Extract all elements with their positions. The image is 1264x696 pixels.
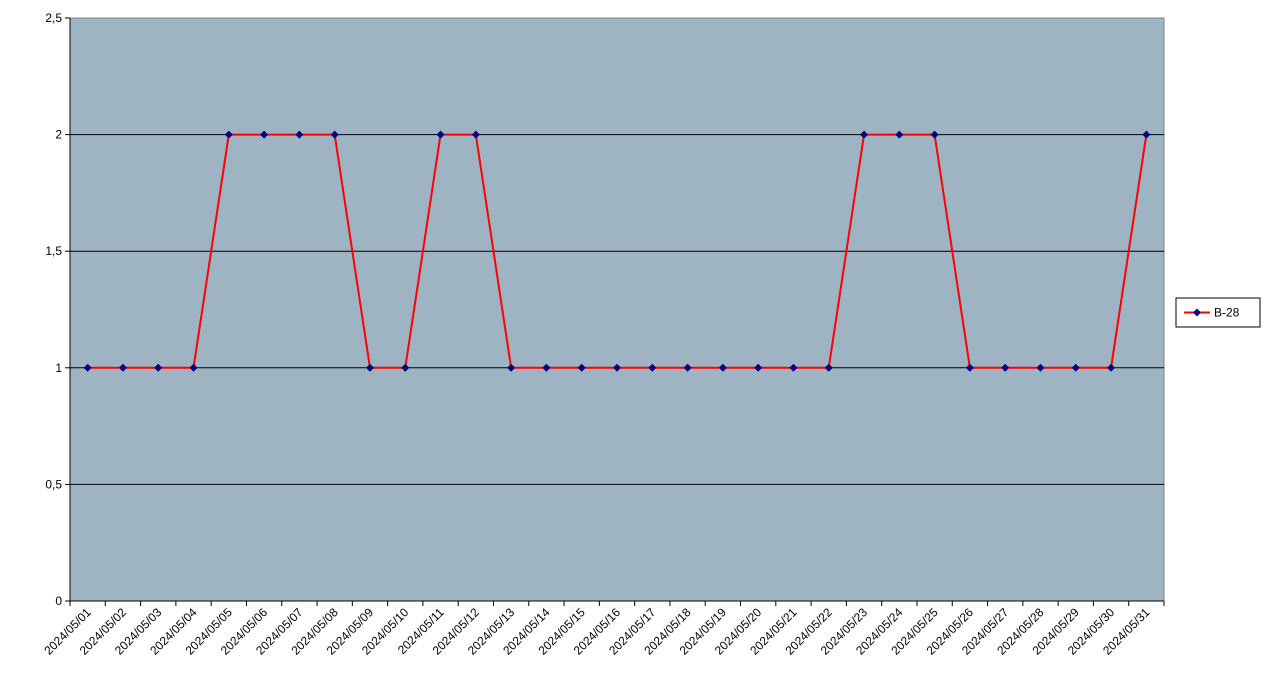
data-point-marker bbox=[154, 363, 163, 372]
plot-area bbox=[69, 17, 1165, 602]
data-point-marker bbox=[507, 363, 516, 372]
axes bbox=[69, 18, 1164, 602]
data-point-marker bbox=[330, 130, 339, 139]
data-point-marker bbox=[295, 130, 304, 139]
data-point-marker bbox=[471, 130, 480, 139]
data-point-marker bbox=[1071, 363, 1080, 372]
data-point-marker bbox=[436, 130, 445, 139]
data-point-marker bbox=[260, 130, 269, 139]
data-point-marker bbox=[224, 130, 233, 139]
data-point-marker bbox=[683, 363, 692, 372]
y-tick-label: 0,5 bbox=[45, 477, 62, 491]
y-tick-label: 1 bbox=[55, 361, 62, 375]
data-point-marker bbox=[118, 363, 127, 372]
data-point-marker bbox=[1142, 130, 1151, 139]
series-group bbox=[83, 130, 1151, 372]
data-point-marker bbox=[754, 363, 763, 372]
y-tick-label: 1,5 bbox=[45, 244, 62, 258]
data-point-marker bbox=[401, 363, 410, 372]
data-point-marker bbox=[365, 363, 374, 372]
data-point-marker bbox=[789, 363, 798, 372]
data-point-marker bbox=[542, 363, 551, 372]
data-point-marker bbox=[965, 363, 974, 372]
data-point-marker bbox=[577, 363, 586, 372]
data-point-marker bbox=[824, 363, 833, 372]
data-point-marker bbox=[613, 363, 621, 372]
data-point-marker bbox=[648, 363, 657, 372]
y-tick-label: 2,5 bbox=[45, 11, 62, 25]
data-point-marker bbox=[83, 363, 92, 372]
data-point-marker bbox=[895, 130, 904, 139]
x-axis-ticks: 2024/05/012024/05/022024/05/032024/05/04… bbox=[41, 601, 1165, 658]
data-point-marker bbox=[1036, 363, 1045, 372]
y-axis-ticks: 0 0,5 1 1,5 2 2,5 bbox=[45, 11, 70, 608]
y-tick-label: 2 bbox=[55, 128, 62, 142]
legend-label: B-28 bbox=[1214, 306, 1240, 320]
legend: B-28 bbox=[1175, 297, 1261, 328]
data-point-marker bbox=[718, 363, 727, 372]
data-point-marker bbox=[189, 363, 198, 372]
data-point-marker bbox=[1001, 363, 1010, 372]
legend-marker-swatch bbox=[1193, 308, 1201, 317]
data-point-marker bbox=[1107, 363, 1116, 372]
data-point-marker bbox=[860, 130, 869, 139]
y-tick-label: 0 bbox=[55, 594, 62, 608]
data-point-marker bbox=[930, 130, 939, 139]
